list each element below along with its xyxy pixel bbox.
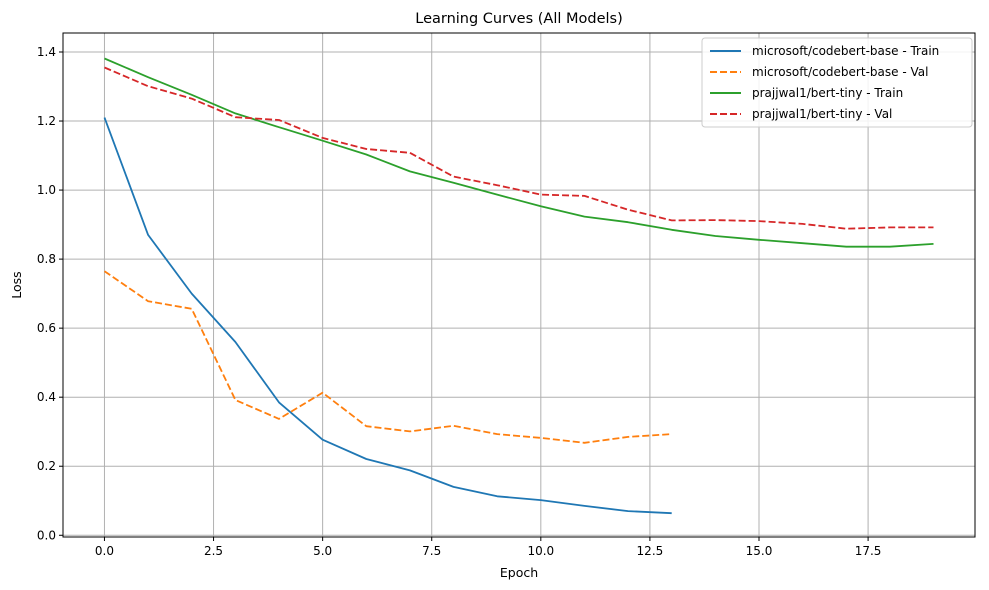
- y-tick-label: 1.0: [37, 183, 56, 197]
- legend-label: microsoft/codebert-base - Train: [752, 44, 939, 58]
- x-tick-label: 17.5: [855, 544, 882, 558]
- legend-box: [701, 37, 973, 128]
- legend-label: microsoft/codebert-base - Val: [752, 65, 928, 79]
- y-tick-label: 0.6: [37, 321, 56, 335]
- legend-label: prajjwal1/bert-tiny - Val: [752, 107, 892, 121]
- y-tick-label: 0.2: [37, 459, 56, 473]
- x-axis-label: Epoch: [500, 565, 538, 580]
- series-lines: [103, 57, 934, 515]
- legend-label: prajjwal1/bert-tiny - Train: [752, 86, 903, 100]
- x-tick-label: 5.0: [313, 544, 332, 558]
- y-tick-label: 0.4: [37, 390, 56, 404]
- legend: microsoft/codebert-base - Train microsof…: [701, 37, 973, 128]
- x-tick-label: 7.5: [422, 544, 441, 558]
- x-tick-label: 0.0: [95, 544, 114, 558]
- axis-ticks: 0.0 2.5 5.0 7.5 10.0 12.5 15.0 17.5 0.0 0.2 0.4 0.6…: [37, 45, 882, 558]
- chart-title: Learning Curves (All Models): [415, 11, 623, 27]
- x-tick-label: 15.0: [746, 544, 773, 558]
- series-line: [103, 117, 672, 515]
- x-tick-label: 2.5: [204, 544, 223, 558]
- y-tick-label: 1.2: [37, 114, 56, 128]
- x-tick-label: 10.0: [527, 544, 554, 558]
- series-line: [104, 57, 934, 248]
- y-axis-label: Loss: [9, 271, 24, 298]
- series-line: [103, 270, 672, 444]
- y-tick-label: 0.8: [37, 252, 56, 266]
- plot-frame: [62, 32, 976, 538]
- series-line: [104, 66, 934, 230]
- y-tick-label: 1.4: [37, 45, 56, 59]
- x-tick-label: 12.5: [637, 544, 664, 558]
- y-tick-label: 0.0: [37, 528, 56, 542]
